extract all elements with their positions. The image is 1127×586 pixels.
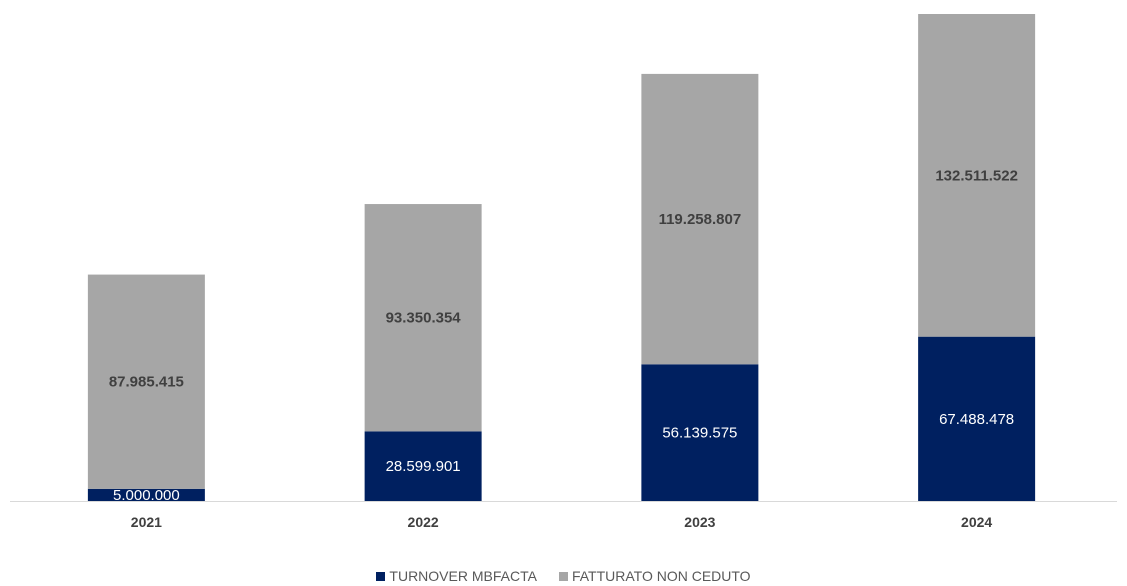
legend-label-turnover: TURNOVER MBFACTA <box>389 568 537 584</box>
data-label-2024-series-1: 132.511.522 <box>935 167 1018 184</box>
legend-swatch-fatturato <box>558 571 568 581</box>
bar-2023-series-1 <box>641 73 759 365</box>
stacked-bar-chart: 5.000.000 87.985.415 28.599.901 93.350.354 5… <box>10 14 1117 530</box>
legend-item-turnover: TURNOVER MBFACTA <box>376 568 537 584</box>
legend: TURNOVER MBFACTA FATTURATO NON CEDUTO <box>0 566 1127 586</box>
data-label-2024-series-0: 67.488.478 <box>939 411 1014 428</box>
bar-2024-series-0 <box>918 336 1036 501</box>
bars-layer: 5.000.000 87.985.415 28.599.901 93.350.354 5… <box>87 14 1036 504</box>
bar-2022-series-1 <box>364 204 482 432</box>
x-tick-labels: 2021 2022 2023 2024 <box>131 514 993 530</box>
data-label-2022-series-0: 28.599.901 <box>386 458 461 475</box>
legend-swatch-turnover <box>376 571 386 581</box>
data-label-2021-series-1: 87.985.415 <box>109 374 184 391</box>
data-label-2023-series-0: 56.139.575 <box>662 425 737 442</box>
x-tick-label-2023: 2023 <box>684 514 715 530</box>
bar-2022-series-0 <box>364 431 482 501</box>
x-tick-label-2022: 2022 <box>408 514 439 530</box>
x-tick-label-2024: 2024 <box>961 514 992 530</box>
data-label-2022-series-1: 93.350.354 <box>386 310 462 327</box>
data-label-2021-series-0: 5.000.000 <box>113 487 180 504</box>
legend-label-fatturato: FATTURATO NON CEDUTO <box>571 568 751 584</box>
bar-2023-series-0 <box>641 364 759 501</box>
bar-2024-series-1 <box>918 14 1036 337</box>
bar-2021-series-0 <box>87 488 205 501</box>
data-label-2023-series-1: 119.258.807 <box>659 211 742 228</box>
x-tick-label-2021: 2021 <box>131 514 162 530</box>
bar-2021-series-1 <box>87 274 205 489</box>
legend-item-fatturato: FATTURATO NON CEDUTO <box>558 568 751 584</box>
